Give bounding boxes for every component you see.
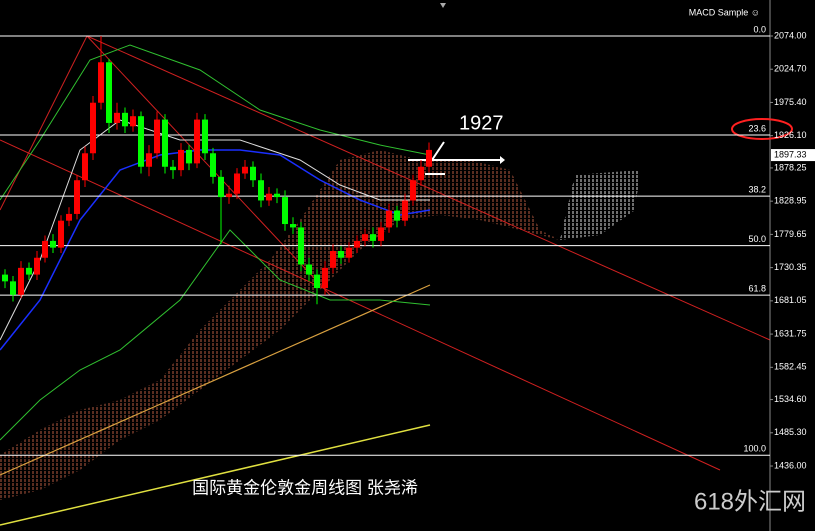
watermark: 618外汇网 — [694, 488, 806, 515]
candle-body — [26, 267, 32, 275]
y-tick-label: 1975.40 — [774, 97, 807, 107]
moving-average — [0, 284, 431, 476]
indicator-label: MACD Sample ☺ — [689, 7, 760, 17]
arrow-head — [500, 156, 505, 164]
candle-body — [58, 220, 64, 248]
y-tick-label: 1926.10 — [774, 130, 807, 140]
fib-label: 61.8 — [748, 283, 766, 293]
candle-body — [234, 173, 240, 194]
candle-body — [82, 153, 88, 181]
candle-body — [314, 274, 320, 289]
ichimoku-cloud-future — [560, 170, 640, 240]
candle-body — [274, 193, 280, 198]
bollinger-band — [0, 44, 431, 201]
fib-label: 23.6 — [748, 123, 766, 133]
y-tick-label: 2024.70 — [774, 64, 807, 74]
fib-label: 100.0 — [743, 444, 766, 454]
candle-body — [410, 180, 416, 201]
candle-body — [66, 213, 72, 221]
candle-body — [170, 166, 176, 171]
current-price-box — [771, 149, 815, 162]
y-tick-label: 1534.60 — [774, 394, 807, 404]
candle-body — [74, 180, 80, 214]
caption: 国际黄金伦敦金周线图 张尧浠 — [192, 478, 418, 497]
y-tick-label: 1828.95 — [774, 196, 807, 206]
candle-body — [298, 227, 304, 265]
candle-body — [402, 200, 408, 221]
candle-body — [362, 234, 368, 241]
candle-body — [98, 62, 104, 103]
candle-body — [154, 119, 160, 154]
candle-body — [2, 274, 8, 282]
candle-body — [242, 166, 248, 174]
candle-body — [42, 240, 48, 258]
candle-body — [210, 153, 216, 177]
candle-body — [186, 149, 192, 164]
highlight-circle — [731, 118, 793, 140]
trend-line — [0, 35, 88, 211]
candle-body — [370, 234, 376, 241]
y-tick-label: 2074.00 — [774, 30, 807, 40]
marker — [440, 3, 446, 8]
fib-label: 38.2 — [748, 185, 766, 195]
y-tick-label: 1436.00 — [774, 460, 807, 470]
moving-average — [0, 424, 431, 526]
candle-body — [226, 193, 232, 198]
fib-label: 0.0 — [753, 24, 766, 34]
y-tick-label: 1730.35 — [774, 262, 807, 272]
candle-body — [282, 197, 288, 225]
candle-body — [18, 267, 24, 295]
candle-body — [322, 267, 328, 289]
y-tick-label: 1485.30 — [774, 427, 807, 437]
candle-body — [418, 166, 424, 181]
y-tick-label: 1582.45 — [774, 362, 807, 372]
candle-body — [386, 210, 392, 228]
indicator-line — [0, 149, 431, 351]
candle-body — [202, 119, 208, 154]
y-tick-label: 1779.65 — [774, 229, 807, 239]
candle-body — [330, 251, 336, 268]
candle-body — [122, 112, 128, 127]
candle-body — [426, 149, 432, 167]
y-tick-label: 1681.05 — [774, 295, 807, 305]
candle-body — [338, 251, 344, 258]
candle-body — [258, 180, 264, 201]
candle-body — [250, 166, 256, 181]
arrow — [431, 141, 445, 161]
bollinger-band — [0, 229, 431, 441]
candle-body — [34, 257, 40, 275]
candle-body — [306, 264, 312, 275]
candle-body — [162, 119, 168, 167]
candle-body — [354, 240, 360, 248]
fib-label: 50.0 — [748, 234, 766, 244]
candle-body — [266, 193, 272, 201]
candle-body — [130, 116, 136, 127]
candle-body — [90, 102, 96, 154]
candle-body — [346, 247, 352, 258]
candle-body — [378, 227, 384, 241]
candle-body — [138, 116, 144, 167]
candle-body — [218, 176, 224, 198]
indicator-line — [0, 119, 430, 341]
candle-body — [178, 149, 184, 171]
candle-body — [290, 224, 296, 228]
indicators — [0, 3, 771, 526]
candle-body — [50, 240, 56, 248]
candle-body — [394, 210, 400, 221]
candle-body — [114, 112, 120, 123]
candle-body — [194, 119, 200, 164]
y-tick-label: 1878.25 — [774, 162, 807, 172]
trend-line — [0, 139, 721, 471]
candle-body — [106, 62, 112, 123]
annotation: 1927 — [459, 112, 504, 134]
candle-body — [146, 153, 152, 167]
current-price-label: 1897.33 — [774, 149, 807, 159]
y-tick-label: 1631.75 — [774, 328, 807, 338]
trend-line — [86, 35, 331, 296]
candle-body — [10, 281, 16, 295]
trend-line — [86, 35, 771, 341]
